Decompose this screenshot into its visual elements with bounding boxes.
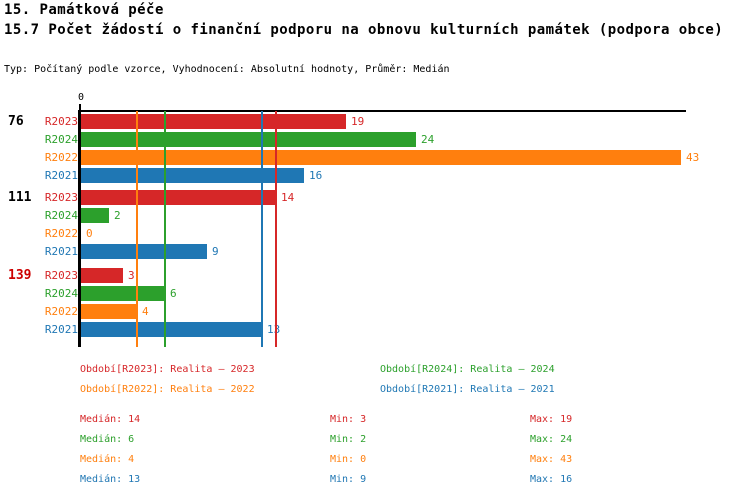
bar <box>81 168 304 183</box>
bar-value-label: 3 <box>128 269 135 282</box>
median-line <box>261 111 264 347</box>
axis-top-line <box>78 110 686 112</box>
stat-max: Max: 16 <box>530 474 573 485</box>
legend-item: Období[R2021]: Realita – 2021 <box>380 384 555 395</box>
bar-year-label: R2024 <box>44 133 78 146</box>
bar-year-label: R2021 <box>44 245 78 258</box>
bar <box>81 322 262 337</box>
bar-value-label: 0 <box>86 227 93 240</box>
bar-value-label: 13 <box>267 323 281 336</box>
bar-value-label: 9 <box>212 245 219 258</box>
legend-item: Období[R2022]: Realita – 2022 <box>80 384 255 395</box>
bar-year-label: R2021 <box>44 169 78 182</box>
bar-year-label: R2023 <box>44 191 78 204</box>
stat-median: Medián: 4 <box>80 454 135 465</box>
bar-year-label: R2022 <box>44 305 78 318</box>
page-title: 15. Památková péče <box>4 2 164 18</box>
bar-year-label: R2024 <box>44 287 78 300</box>
stat-min: Min: 0 <box>330 454 367 465</box>
bar <box>81 150 681 165</box>
legend-item: Období[R2023]: Realita – 2023 <box>80 364 255 375</box>
stat-max: Max: 43 <box>530 454 573 465</box>
axis-left-line <box>78 110 81 347</box>
legend-item: Období[R2024]: Realita – 2024 <box>380 364 555 375</box>
chart-title: 15.7 Počet žádostí o finanční podporu na… <box>4 22 724 38</box>
axis-origin-tick <box>79 104 81 110</box>
bar <box>81 132 416 147</box>
bar <box>81 268 123 283</box>
stat-min: Min: 2 <box>330 434 367 445</box>
bar <box>81 114 346 129</box>
bar-value-label: 16 <box>309 169 323 182</box>
stat-median: Medián: 13 <box>80 474 141 485</box>
bar-year-label: R2022 <box>44 227 78 240</box>
stat-median: Medián: 6 <box>80 434 135 445</box>
bar-value-label: 2 <box>114 209 121 222</box>
bar <box>81 208 109 223</box>
axis-origin-label: 0 <box>77 92 84 103</box>
bar <box>81 190 276 205</box>
bar-value-label: 24 <box>421 133 435 146</box>
bar-value-label: 6 <box>170 287 177 300</box>
median-line <box>135 111 138 347</box>
group-total-label: 111 <box>8 190 32 205</box>
bar <box>81 244 207 259</box>
chart-meta: Typ: Počítaný podle vzorce, Vyhodnocení:… <box>4 64 450 75</box>
stat-min: Min: 3 <box>330 414 367 425</box>
bar-year-label: R2023 <box>44 115 78 128</box>
group-total-label: 139 <box>8 268 32 283</box>
stat-max: Max: 24 <box>530 434 573 445</box>
median-line <box>275 111 278 347</box>
bar <box>81 304 137 319</box>
group-total-label: 76 <box>8 114 24 129</box>
bar <box>81 286 165 301</box>
bar-value-label: 14 <box>281 191 295 204</box>
bar-value-label: 4 <box>142 305 149 318</box>
median-line <box>163 111 166 347</box>
bar-value-label: 19 <box>351 115 365 128</box>
stat-max: Max: 19 <box>530 414 573 425</box>
bar-year-label: R2024 <box>44 209 78 222</box>
bar-year-label: R2022 <box>44 151 78 164</box>
bar-year-label: R2023 <box>44 269 78 282</box>
bar-value-label: 43 <box>686 151 700 164</box>
stat-min: Min: 9 <box>330 474 367 485</box>
bar-chart: 76 R2023 19 R2024 24 R2022 43 R2021 16 111 R2023 14… <box>8 104 700 347</box>
stat-median: Medián: 14 <box>80 414 141 425</box>
bar-year-label: R2021 <box>44 323 78 336</box>
